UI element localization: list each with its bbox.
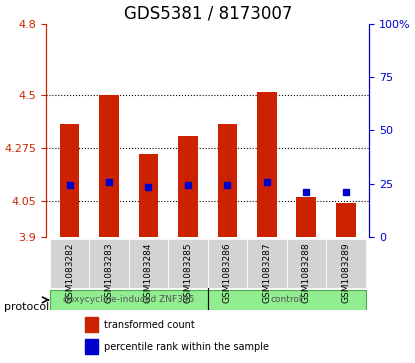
- FancyBboxPatch shape: [50, 239, 89, 288]
- Bar: [257, 93, 277, 237]
- FancyBboxPatch shape: [129, 239, 168, 288]
- Text: GSM1083287: GSM1083287: [262, 242, 271, 303]
- Bar: [60, 125, 79, 237]
- FancyBboxPatch shape: [247, 239, 287, 288]
- FancyBboxPatch shape: [326, 239, 366, 288]
- Text: protocol: protocol: [4, 302, 49, 312]
- FancyBboxPatch shape: [50, 290, 208, 310]
- Bar: [85, 339, 98, 354]
- Title: GDS5381 / 8173007: GDS5381 / 8173007: [124, 4, 292, 22]
- FancyBboxPatch shape: [168, 239, 208, 288]
- FancyBboxPatch shape: [89, 239, 129, 288]
- Text: doxycycline-induced ZNF395: doxycycline-induced ZNF395: [63, 295, 195, 304]
- Bar: [139, 154, 159, 237]
- Bar: [178, 136, 198, 237]
- Bar: [85, 317, 98, 332]
- FancyBboxPatch shape: [208, 239, 247, 288]
- Text: GSM1083283: GSM1083283: [105, 242, 114, 303]
- Text: GSM1083286: GSM1083286: [223, 242, 232, 303]
- FancyBboxPatch shape: [287, 239, 326, 288]
- Bar: [99, 95, 119, 237]
- Text: GSM1083288: GSM1083288: [302, 242, 311, 303]
- Text: transformed count: transformed count: [104, 320, 195, 330]
- Bar: [336, 203, 356, 237]
- Bar: [296, 197, 316, 237]
- Text: GSM1083285: GSM1083285: [183, 242, 193, 303]
- FancyBboxPatch shape: [208, 290, 366, 310]
- Text: control: control: [271, 295, 303, 304]
- Text: GSM1083284: GSM1083284: [144, 242, 153, 303]
- Text: GSM1083282: GSM1083282: [65, 242, 74, 303]
- Text: GSM1083289: GSM1083289: [341, 242, 350, 303]
- Bar: [217, 125, 237, 237]
- Text: percentile rank within the sample: percentile rank within the sample: [104, 342, 269, 352]
